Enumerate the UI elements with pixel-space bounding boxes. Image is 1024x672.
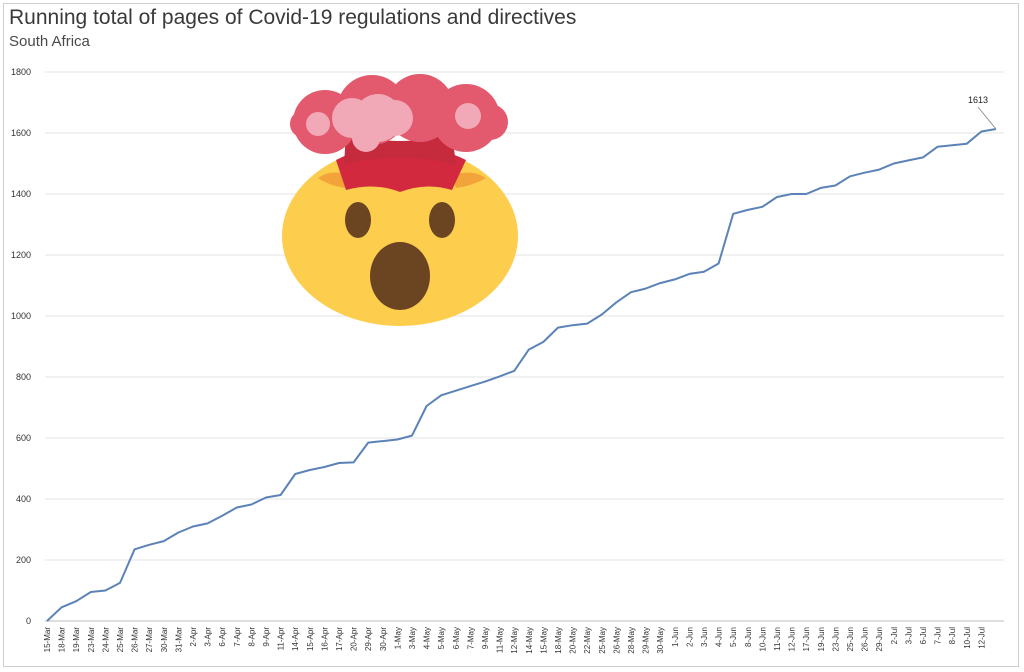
x-tick-label: 23-Jun xyxy=(831,627,840,651)
x-tick-label: 10-Jun xyxy=(758,627,767,651)
x-tick-label: 29-Apr xyxy=(364,627,373,651)
x-tick-label: 3-Apr xyxy=(204,627,213,647)
x-tick-label: 14-Apr xyxy=(291,627,300,651)
x-tick-label: 3-Jul xyxy=(904,627,913,645)
annotation-leader-line xyxy=(977,106,997,130)
x-tick-label: 7-May xyxy=(466,627,475,649)
x-tick-label: 25-Jun xyxy=(846,627,855,651)
x-tick-label: 17-Apr xyxy=(335,627,344,651)
x-tick-label: 23-Mar xyxy=(87,627,96,653)
x-tick-label: 16-Apr xyxy=(320,627,329,651)
series-layer xyxy=(46,128,997,622)
y-tick-label: 600 xyxy=(16,433,31,443)
x-tick-label: 26-Mar xyxy=(131,627,140,653)
x-tick-label: 29-May xyxy=(642,627,651,654)
x-tick-label: 28-May xyxy=(627,627,636,654)
y-tick-label: 400 xyxy=(16,494,31,504)
x-tick-label: 20-May xyxy=(569,627,578,654)
x-tick-label: 4-Jun xyxy=(715,627,724,647)
y-tick-label: 200 xyxy=(16,555,31,565)
chart-subtitle: South Africa xyxy=(9,33,90,50)
y-tick-label: 1000 xyxy=(11,311,31,321)
y-tick-label: 1400 xyxy=(11,189,31,199)
x-tick-label: 20-Apr xyxy=(350,627,359,651)
gridlines xyxy=(45,71,1004,622)
y-tick-label: 0 xyxy=(26,616,31,626)
x-axis: 15-Mar 18-Mar 19-Mar 23-Mar 24-Mar 25-Mar 26-M… xyxy=(43,627,986,654)
x-tick-label: 3-Jun xyxy=(700,627,709,647)
x-tick-label: 8-Apr xyxy=(247,627,256,647)
x-tick-label: 5-Jun xyxy=(729,627,738,647)
y-axis: 0 200 400 600 800 1000 1200 1400 1600 1800 xyxy=(11,67,31,626)
exploding-head-emoji-icon xyxy=(282,74,518,326)
x-tick-label: 27-Mar xyxy=(145,627,154,653)
x-tick-label: 26-May xyxy=(612,627,621,654)
x-tick-label: 18-May xyxy=(554,627,563,654)
chart-title: Running total of pages of Covid-19 regul… xyxy=(9,6,577,29)
x-tick-label: 7-Apr xyxy=(233,627,242,647)
annotation-layer: 1613 xyxy=(968,95,997,130)
peak-value-label: 1613 xyxy=(968,95,988,105)
x-tick-label: 30-May xyxy=(656,627,665,654)
x-tick-label: 15-May xyxy=(539,627,548,654)
x-tick-label: 19-Mar xyxy=(72,627,81,653)
x-tick-label: 4-May xyxy=(423,627,432,649)
x-tick-label: 15-Mar xyxy=(43,627,52,653)
x-tick-label: 6-Apr xyxy=(218,627,227,647)
x-tick-label: 2-Jul xyxy=(890,627,899,645)
x-tick-label: 1-Jun xyxy=(671,627,680,647)
x-tick-label: 1-May xyxy=(393,627,402,649)
x-tick-label: 12-May xyxy=(510,627,519,654)
x-tick-label: 18-Mar xyxy=(58,627,67,653)
x-tick-label: 29-Jun xyxy=(875,627,884,651)
y-tick-label: 1200 xyxy=(11,250,31,260)
x-tick-label: 31-Mar xyxy=(174,627,183,653)
x-tick-label: 2-Jun xyxy=(685,627,694,647)
x-tick-label: 12-Jul xyxy=(977,627,986,649)
x-tick-label: 22-May xyxy=(583,627,592,654)
x-tick-label: 5-May xyxy=(437,627,446,649)
y-tick-label: 1800 xyxy=(11,67,31,77)
chart-frame xyxy=(3,3,1019,667)
x-tick-label: 9-Apr xyxy=(262,627,271,647)
x-tick-label: 6-Jul xyxy=(919,627,928,645)
x-tick-label: 7-Jul xyxy=(934,627,943,645)
x-tick-label: 2-Apr xyxy=(189,627,198,647)
x-tick-label: 19-Jun xyxy=(817,627,826,651)
x-tick-label: 11-Jun xyxy=(773,627,782,651)
x-tick-label: 8-Jun xyxy=(744,627,753,647)
x-tick-label: 11-Apr xyxy=(277,627,286,651)
x-tick-label: 12-Jun xyxy=(788,627,797,651)
x-tick-label: 10-Jul xyxy=(963,627,972,649)
x-tick-label: 3-May xyxy=(408,627,417,649)
x-tick-label: 25-Mar xyxy=(116,627,125,653)
x-tick-label: 6-May xyxy=(452,627,461,649)
x-tick-label: 25-May xyxy=(598,627,607,654)
series-line xyxy=(46,128,997,622)
x-tick-label: 15-Apr xyxy=(306,627,315,651)
y-tick-label: 800 xyxy=(16,372,31,382)
x-tick-label: 17-Jun xyxy=(802,627,811,651)
x-tick-label: 14-May xyxy=(525,627,534,654)
x-tick-label: 24-Mar xyxy=(101,627,110,653)
x-tick-label: 11-May xyxy=(496,627,505,653)
x-tick-label: 30-Mar xyxy=(160,627,169,653)
x-tick-label: 9-May xyxy=(481,627,490,649)
x-tick-label: 8-Jul xyxy=(948,627,957,645)
x-tick-label: 30-Apr xyxy=(379,627,388,651)
y-tick-label: 1600 xyxy=(11,128,31,138)
x-tick-label: 26-Jun xyxy=(861,627,870,651)
